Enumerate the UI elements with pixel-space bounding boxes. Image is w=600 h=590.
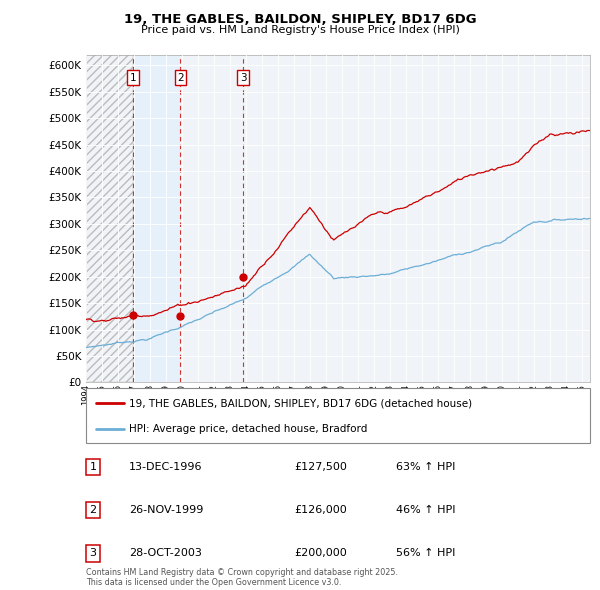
Text: 1: 1 [89, 463, 97, 472]
Text: £126,000: £126,000 [294, 506, 347, 515]
Text: Contains HM Land Registry data © Crown copyright and database right 2025.
This d: Contains HM Land Registry data © Crown c… [86, 568, 398, 587]
FancyBboxPatch shape [86, 388, 590, 442]
Text: Price paid vs. HM Land Registry's House Price Index (HPI): Price paid vs. HM Land Registry's House … [140, 25, 460, 35]
Text: HPI: Average price, detached house, Bradford: HPI: Average price, detached house, Brad… [128, 424, 367, 434]
Text: 19, THE GABLES, BAILDON, SHIPLEY, BD17 6DG (detached house): 19, THE GABLES, BAILDON, SHIPLEY, BD17 6… [128, 398, 472, 408]
Text: 28-OCT-2003: 28-OCT-2003 [129, 549, 202, 558]
Text: 2: 2 [89, 506, 97, 515]
Text: 19, THE GABLES, BAILDON, SHIPLEY, BD17 6DG: 19, THE GABLES, BAILDON, SHIPLEY, BD17 6… [124, 13, 476, 26]
Bar [133, 55, 181, 382]
Text: 3: 3 [240, 73, 247, 83]
Text: £127,500: £127,500 [294, 463, 347, 472]
Text: 13-DEC-1996: 13-DEC-1996 [129, 463, 203, 472]
Bar [86, 55, 133, 382]
Text: 46% ↑ HPI: 46% ↑ HPI [396, 506, 455, 515]
Text: 3: 3 [89, 549, 97, 558]
Text: £200,000: £200,000 [294, 549, 347, 558]
Text: 56% ↑ HPI: 56% ↑ HPI [396, 549, 455, 558]
Text: 2: 2 [177, 73, 184, 83]
Text: 26-NOV-1999: 26-NOV-1999 [129, 506, 203, 515]
Text: 1: 1 [130, 73, 136, 83]
Text: 63% ↑ HPI: 63% ↑ HPI [396, 463, 455, 472]
